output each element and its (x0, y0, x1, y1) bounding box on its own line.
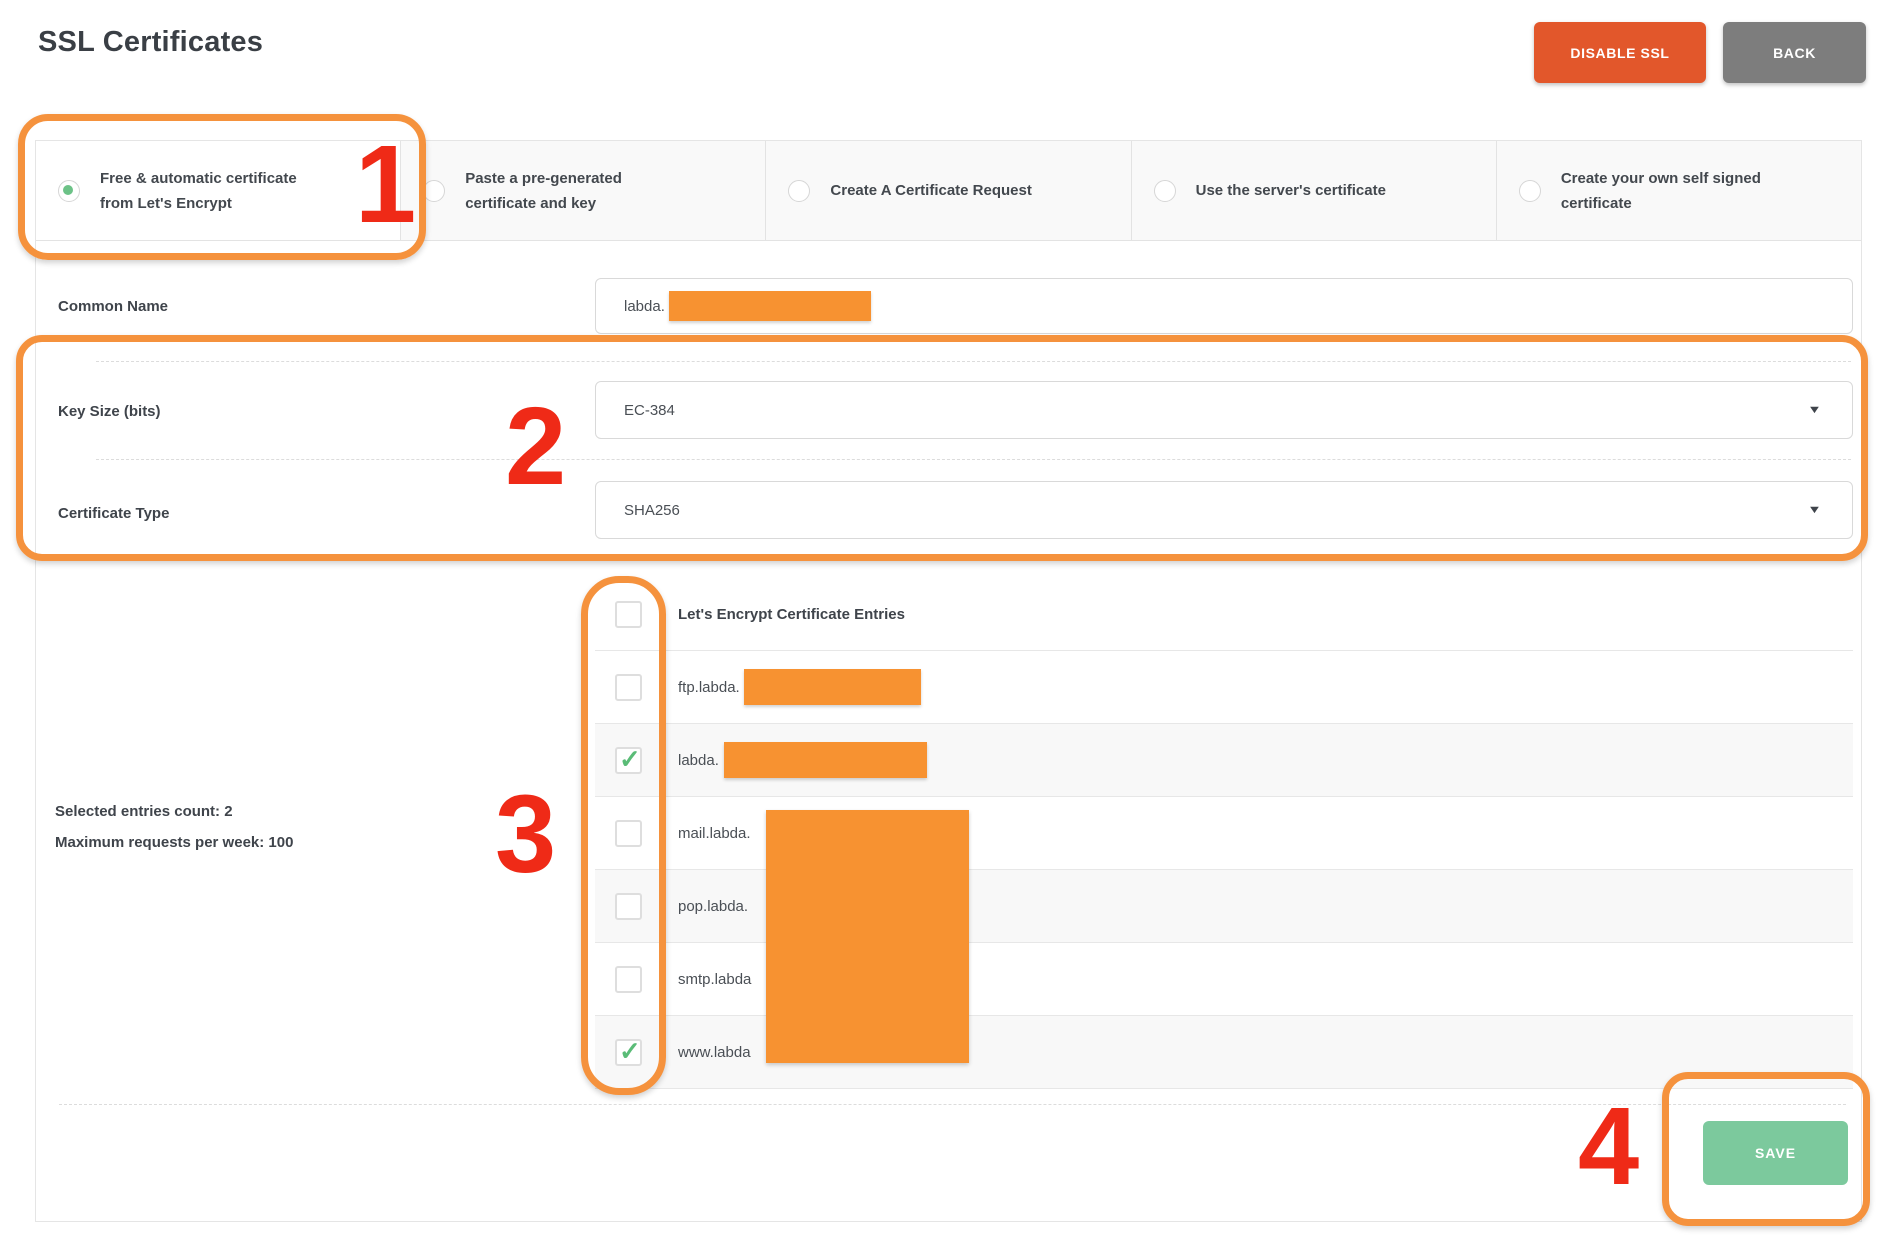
option-self-signed[interactable]: Create your own self signed certificate (1496, 141, 1862, 240)
redaction-overlay (743, 669, 921, 705)
certificate-type-value: SHA256 (624, 501, 680, 519)
key-size-label: Key Size (bits) (58, 403, 161, 420)
common-name-input[interactable]: labda. (595, 278, 1853, 334)
divider (96, 459, 1851, 460)
entry-checkbox[interactable] (615, 1036, 642, 1067)
option-label: Create your own self signed certificate (1560, 169, 1761, 212)
option-lets-encrypt[interactable]: Free & automatic certificate from Let's … (36, 141, 402, 240)
chevron-down-icon: ▼ (1807, 504, 1822, 516)
option-label: Create A Certificate Request (830, 182, 1032, 199)
disable-ssl-button[interactable]: DISABLE SSL (1534, 22, 1706, 83)
entries-header-row: Let's Encrypt Certificate Entries (595, 578, 1853, 651)
chevron-down-icon: ▼ (1807, 404, 1822, 416)
selected-entries-count: Selected entries count: 2 (55, 803, 233, 820)
entry-domain-label: pop.labda. (678, 897, 749, 915)
entries-summary: Selected entries count: 2 Maximum reques… (55, 796, 293, 858)
certificate-type-select[interactable]: SHA256 ▼ (595, 481, 1853, 539)
certificate-source-options: Free & automatic certificate from Let's … (36, 141, 1862, 241)
back-button[interactable]: BACK (1723, 22, 1866, 83)
radio-button[interactable] (1153, 179, 1176, 202)
option-label: Paste a pre-generated certificate and ke… (465, 169, 622, 212)
certificate-type-label: Certificate Type (58, 505, 170, 522)
table-row: ftp.labda. (595, 651, 1853, 724)
radio-button[interactable] (58, 179, 80, 202)
entry-domain-label: smtp.labda (678, 970, 752, 988)
redaction-overlay (723, 742, 927, 778)
redaction-overlay (668, 291, 871, 321)
divider (96, 361, 1851, 362)
entry-checkbox[interactable] (615, 819, 642, 847)
divider (59, 1104, 1846, 1105)
key-size-select[interactable]: EC-384 ▼ (595, 381, 1853, 439)
entry-domain-label: labda. (678, 751, 719, 769)
entry-domain-label: www.labda (678, 1043, 751, 1061)
entry-domain-label: mail.labda. (678, 824, 751, 842)
entry-checkbox[interactable] (615, 673, 642, 701)
save-button[interactable]: SAVE (1703, 1121, 1848, 1185)
option-server-certificate[interactable]: Use the server's certificate (1131, 141, 1497, 240)
entry-checkbox[interactable] (615, 892, 642, 920)
max-requests-per-week: Maximum requests per week: 100 (55, 834, 294, 851)
common-name-label: Common Name (58, 298, 169, 315)
option-certificate-request[interactable]: Create A Certificate Request (766, 141, 1132, 240)
radio-button[interactable] (788, 179, 811, 202)
option-paste-certificate[interactable]: Paste a pre-generated certificate and ke… (401, 141, 767, 240)
common-name-value: labda. (624, 297, 665, 315)
radio-button[interactable] (1518, 179, 1541, 202)
key-size-value: EC-384 (624, 401, 675, 419)
option-label: Use the server's certificate (1195, 182, 1386, 199)
radio-button[interactable] (423, 179, 446, 202)
entries-header-label: Let's Encrypt Certificate Entries (678, 605, 905, 623)
entry-checkbox[interactable] (615, 744, 642, 775)
option-label: Free & automatic certificate from Let's … (100, 169, 297, 212)
entry-checkbox[interactable] (615, 965, 642, 993)
entry-domain-label: ftp.labda. (678, 678, 740, 696)
redaction-overlay (766, 810, 969, 1063)
select-all-checkbox[interactable] (615, 600, 642, 628)
page-title: SSL Certificates (38, 26, 264, 58)
table-row: labda. (595, 724, 1853, 797)
